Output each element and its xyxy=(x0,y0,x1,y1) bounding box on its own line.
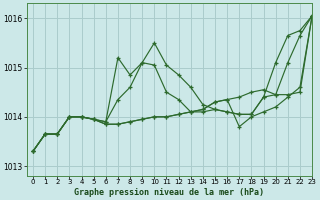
X-axis label: Graphe pression niveau de la mer (hPa): Graphe pression niveau de la mer (hPa) xyxy=(75,188,265,197)
